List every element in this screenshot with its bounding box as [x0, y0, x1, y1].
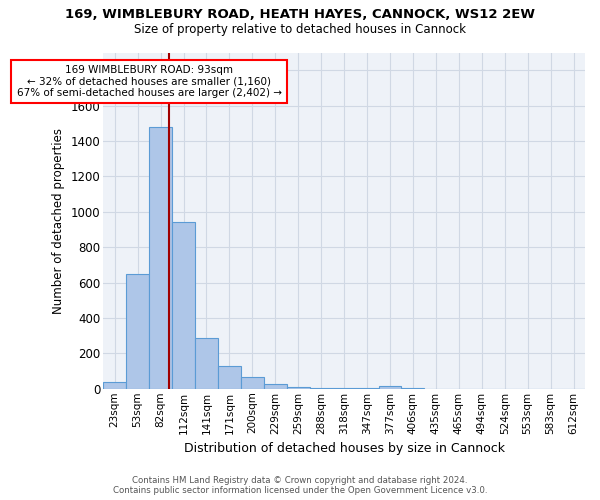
- Bar: [332, 388, 356, 389]
- Bar: [379, 386, 401, 389]
- Bar: [126, 274, 149, 389]
- Bar: [149, 127, 172, 389]
- Bar: [264, 384, 287, 389]
- Text: 169, WIMBLEBURY ROAD, HEATH HAYES, CANNOCK, WS12 2EW: 169, WIMBLEBURY ROAD, HEATH HAYES, CANNO…: [65, 8, 535, 20]
- Bar: [195, 338, 218, 389]
- Text: Contains HM Land Registry data © Crown copyright and database right 2024.: Contains HM Land Registry data © Crown c…: [132, 476, 468, 485]
- Bar: [287, 386, 310, 389]
- Bar: [218, 366, 241, 389]
- Bar: [103, 382, 126, 389]
- X-axis label: Distribution of detached houses by size in Cannock: Distribution of detached houses by size …: [184, 442, 505, 455]
- Text: Contains public sector information licensed under the Open Government Licence v3: Contains public sector information licen…: [113, 486, 487, 495]
- Bar: [310, 388, 332, 389]
- Bar: [172, 222, 195, 389]
- Bar: [241, 378, 264, 389]
- Bar: [356, 388, 379, 389]
- Y-axis label: Number of detached properties: Number of detached properties: [52, 128, 65, 314]
- Text: Size of property relative to detached houses in Cannock: Size of property relative to detached ho…: [134, 22, 466, 36]
- Text: 169 WIMBLEBURY ROAD: 93sqm
← 32% of detached houses are smaller (1,160)
67% of s: 169 WIMBLEBURY ROAD: 93sqm ← 32% of deta…: [17, 65, 281, 98]
